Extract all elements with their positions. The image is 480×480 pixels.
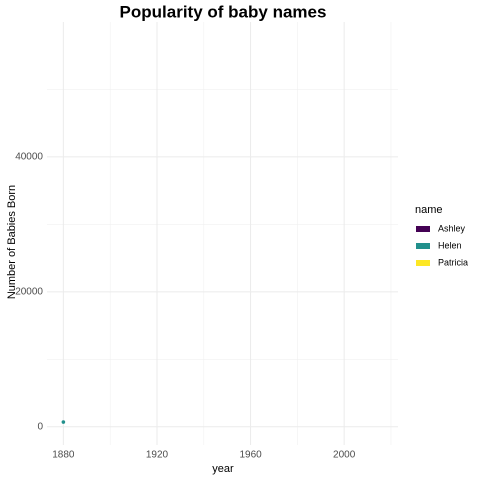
y-tick-label: 40000 xyxy=(15,152,43,163)
legend-label: Ashley xyxy=(438,223,466,233)
x-axis-title: year xyxy=(212,463,234,475)
legend-label: Patricia xyxy=(438,257,468,267)
legend-key xyxy=(416,226,430,232)
y-tick-label: 0 xyxy=(37,421,43,432)
legend-title: name xyxy=(415,204,443,216)
legend-label: Helen xyxy=(438,240,462,250)
legend-key xyxy=(416,243,430,249)
chart-title: Popularity of baby names xyxy=(120,2,327,21)
y-axis-title: Number of Babies Born xyxy=(6,185,18,299)
legend-key xyxy=(416,260,430,266)
x-tick-label: 1920 xyxy=(146,450,169,461)
x-tick-label: 1960 xyxy=(239,450,262,461)
y-tick-label: 20000 xyxy=(15,286,43,297)
series-point xyxy=(61,420,66,424)
x-tick-label: 1880 xyxy=(52,450,75,461)
x-tick-label: 2000 xyxy=(333,450,356,461)
